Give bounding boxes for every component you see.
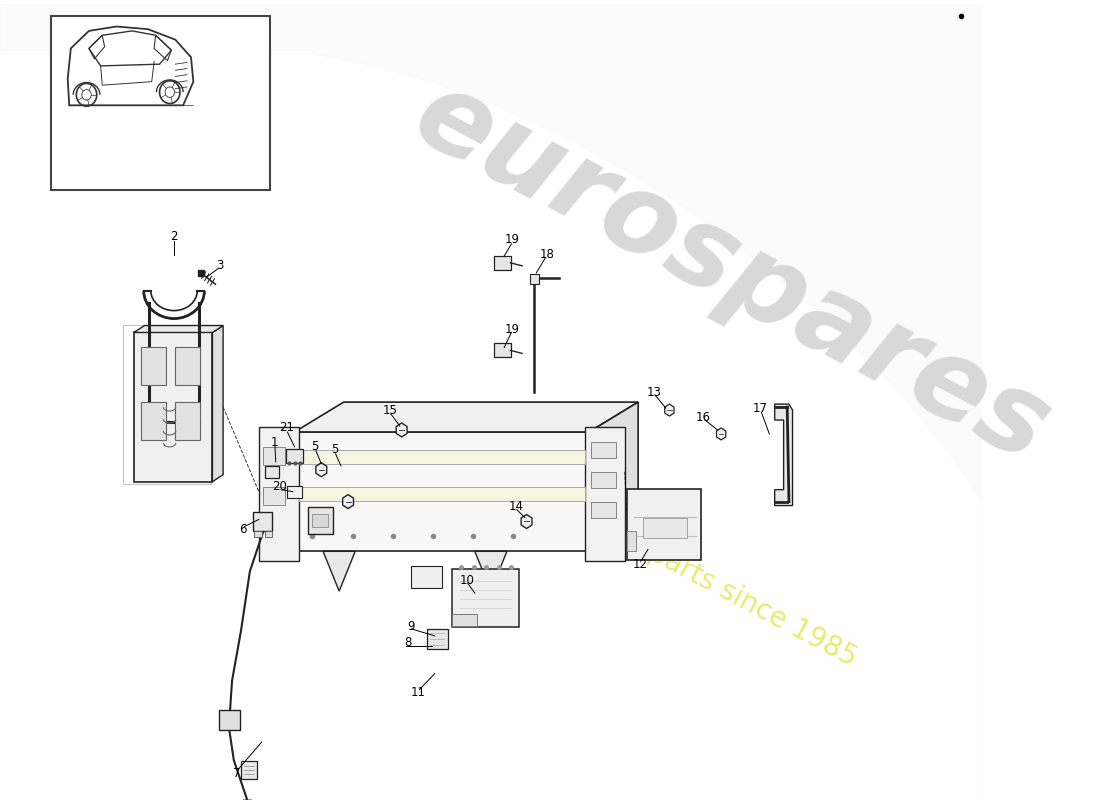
Polygon shape	[521, 514, 532, 529]
Text: 2: 2	[170, 230, 178, 243]
Text: 17: 17	[752, 402, 768, 414]
Bar	[175, 402, 200, 440]
Polygon shape	[258, 427, 299, 562]
Text: 18: 18	[540, 249, 554, 262]
Bar	[591, 472, 616, 488]
Text: 15: 15	[383, 403, 397, 417]
Bar	[591, 502, 616, 518]
Polygon shape	[774, 404, 792, 506]
Bar	[141, 402, 166, 440]
Bar	[452, 570, 518, 627]
Bar	[299, 450, 584, 464]
Text: 3: 3	[216, 259, 223, 272]
Text: 8: 8	[404, 636, 411, 650]
Polygon shape	[0, 4, 981, 800]
Bar	[410, 566, 442, 588]
Polygon shape	[396, 423, 407, 437]
Text: 9: 9	[407, 621, 415, 634]
Bar	[452, 614, 477, 626]
Text: 10: 10	[460, 574, 474, 586]
Bar	[265, 531, 272, 538]
Bar	[312, 514, 329, 527]
Polygon shape	[295, 432, 588, 551]
Text: 7: 7	[233, 766, 240, 780]
Bar	[494, 256, 510, 270]
Text: 5: 5	[331, 443, 339, 456]
Bar	[627, 531, 637, 551]
Text: 5: 5	[311, 440, 319, 454]
Text: 21: 21	[279, 422, 294, 434]
Polygon shape	[323, 551, 355, 591]
Bar	[287, 486, 301, 498]
Polygon shape	[134, 326, 223, 333]
Text: 20: 20	[272, 480, 287, 493]
Polygon shape	[584, 427, 625, 562]
Text: eurospares: eurospares	[397, 61, 1067, 485]
Bar	[263, 447, 285, 465]
Bar	[263, 486, 285, 505]
Text: 13: 13	[647, 386, 661, 398]
Bar	[141, 347, 166, 386]
Polygon shape	[588, 402, 638, 551]
Text: 12: 12	[632, 558, 648, 570]
Text: a passion for parts since 1985: a passion for parts since 1985	[477, 450, 861, 672]
Bar	[427, 629, 448, 649]
Polygon shape	[664, 404, 674, 416]
Text: 1: 1	[271, 437, 277, 450]
Text: 16: 16	[696, 410, 711, 423]
Bar	[627, 489, 701, 560]
Bar	[308, 506, 333, 534]
Bar	[175, 347, 200, 386]
Polygon shape	[716, 428, 726, 440]
Bar	[591, 442, 616, 458]
Polygon shape	[212, 326, 223, 482]
Bar	[286, 449, 304, 462]
Bar	[241, 762, 257, 779]
Bar	[51, 16, 270, 190]
Bar	[123, 325, 210, 484]
Bar	[134, 333, 212, 482]
Bar	[253, 511, 272, 531]
Text: 11: 11	[410, 686, 426, 699]
Bar	[530, 274, 539, 284]
Text: 6: 6	[239, 523, 246, 536]
Polygon shape	[295, 402, 638, 432]
Bar	[299, 486, 584, 501]
Text: 19: 19	[505, 234, 520, 246]
Polygon shape	[316, 462, 327, 477]
Bar	[642, 518, 688, 538]
Bar	[219, 710, 240, 730]
Text: 14: 14	[508, 500, 524, 513]
Polygon shape	[475, 551, 507, 591]
Text: 19: 19	[505, 323, 520, 336]
Bar	[494, 343, 510, 358]
Polygon shape	[343, 494, 353, 509]
Bar	[254, 531, 262, 538]
Bar	[265, 466, 279, 478]
